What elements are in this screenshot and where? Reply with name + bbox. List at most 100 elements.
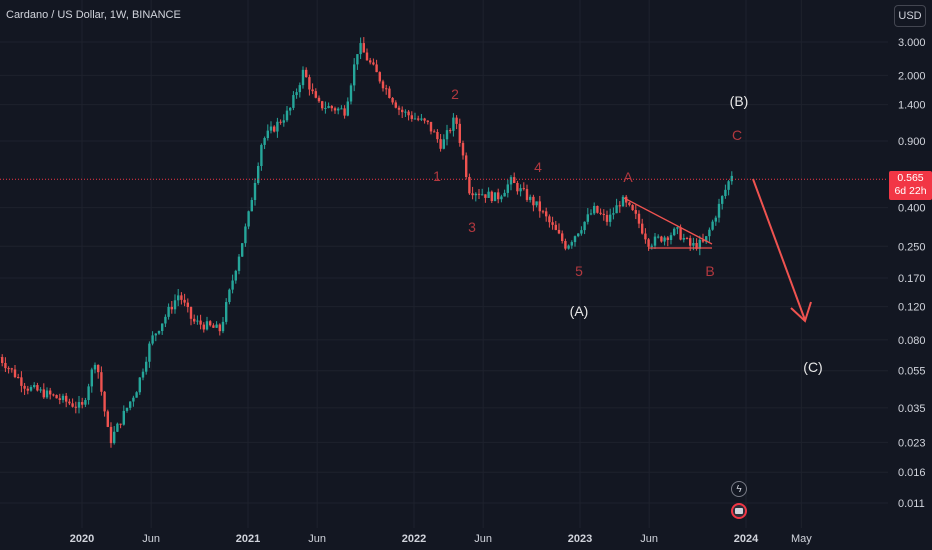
candle-body	[605, 214, 609, 222]
candle-body	[346, 101, 349, 116]
candle-body	[609, 214, 612, 222]
x-tick-label: 2024	[734, 533, 759, 545]
candle-body	[58, 398, 61, 400]
candle-body	[381, 81, 385, 89]
price-axis[interactable]: 3.000 2.000 1.400 0.900 0.400 0.250 0.170 0.120…	[898, 37, 926, 510]
candle-body	[420, 118, 423, 120]
y-tick-label: 2.000	[898, 70, 926, 82]
candle-body	[663, 237, 666, 242]
candle-body	[205, 321, 209, 330]
candles-layer	[0, 37, 733, 448]
candle-body	[426, 120, 429, 122]
candle-body	[458, 123, 461, 143]
candle-body	[218, 324, 221, 332]
candle-body	[87, 386, 90, 401]
candle-body	[391, 97, 394, 103]
candle-body	[7, 368, 10, 370]
wave-label-5: 5	[575, 263, 583, 279]
candle-body	[65, 395, 68, 402]
candle-body	[506, 184, 509, 193]
y-tick-label: 1.400	[898, 100, 926, 112]
x-tick-label: Jun	[640, 533, 658, 545]
candle-body	[180, 295, 183, 300]
candle-body	[429, 121, 433, 132]
candle-body	[583, 221, 586, 231]
candle-body	[618, 205, 621, 207]
candle-body	[157, 331, 161, 334]
candle-body	[193, 318, 196, 322]
candle-body	[45, 390, 49, 398]
candle-body	[397, 107, 401, 110]
candle-body	[461, 142, 465, 156]
candle-body	[602, 213, 605, 215]
candle-body	[141, 371, 145, 378]
wave-label-4: 4	[534, 159, 542, 175]
candle-body	[234, 270, 237, 281]
time-axis[interactable]: 2020 Jun 2021 Jun 2022 Jun 2023 Jun 2024 May	[70, 533, 812, 545]
candle-body	[340, 108, 343, 110]
candle-body	[372, 62, 375, 65]
last-price-tag: 0.565 6d 22h	[889, 171, 932, 200]
candle-body	[599, 212, 602, 214]
candle-body	[244, 226, 247, 244]
candle-body	[545, 211, 548, 217]
candle-body	[148, 343, 151, 362]
candle-body	[212, 325, 215, 328]
candle-body	[90, 369, 93, 387]
currency-button[interactable]: USD	[894, 5, 926, 27]
candle-body	[516, 182, 519, 192]
y-tick-label: 3.000	[898, 37, 926, 49]
candle-body	[260, 144, 263, 166]
y-tick-label: 0.016	[898, 467, 926, 479]
candle-body	[81, 402, 84, 405]
candle-body	[647, 239, 650, 247]
candle-body	[170, 306, 173, 310]
y-tick-label: 0.011	[898, 498, 925, 510]
candle-body	[388, 88, 391, 98]
candle-body	[465, 155, 468, 178]
candle-body	[321, 101, 324, 109]
candle-body	[228, 289, 231, 303]
candle-body	[673, 228, 676, 236]
candle-body	[468, 177, 471, 194]
candle-body	[717, 203, 721, 218]
candle-body	[324, 107, 327, 109]
candle-body	[535, 201, 538, 206]
calendar-event-icon[interactable]	[731, 503, 747, 519]
candle-body	[282, 120, 285, 123]
candle-body	[113, 431, 116, 444]
candle-body	[541, 211, 545, 213]
candle-body	[189, 307, 193, 319]
candle-body	[394, 102, 397, 108]
candle-body	[301, 69, 305, 86]
lightning-icon[interactable]: ϟ	[731, 481, 747, 497]
candle-body	[548, 216, 551, 223]
candle-body	[23, 385, 26, 389]
candle-body	[631, 205, 634, 211]
candle-body	[33, 385, 36, 388]
candle-body	[375, 64, 378, 73]
candle-body	[378, 72, 381, 82]
candle-body	[487, 191, 490, 198]
candle-body	[628, 202, 631, 206]
candle-body	[103, 391, 106, 412]
candle-body	[1, 357, 4, 363]
wave-label-3: 3	[468, 219, 476, 235]
candle-body	[317, 97, 321, 102]
candle-body	[273, 126, 276, 132]
wave-label-2: 2	[451, 86, 459, 102]
candle-body	[689, 238, 692, 246]
candle-body	[413, 118, 417, 120]
y-tick-label: 0.170	[898, 273, 926, 285]
candle-body	[308, 77, 311, 90]
candle-body	[231, 280, 234, 290]
candle-body	[477, 193, 481, 195]
candle-body	[596, 205, 599, 213]
candle-body	[682, 238, 685, 240]
wave-label-1: 1	[433, 168, 441, 184]
candle-body	[493, 192, 497, 202]
candle-body	[666, 237, 669, 241]
candle-body	[125, 407, 129, 411]
wave-label-c: C	[732, 127, 742, 143]
